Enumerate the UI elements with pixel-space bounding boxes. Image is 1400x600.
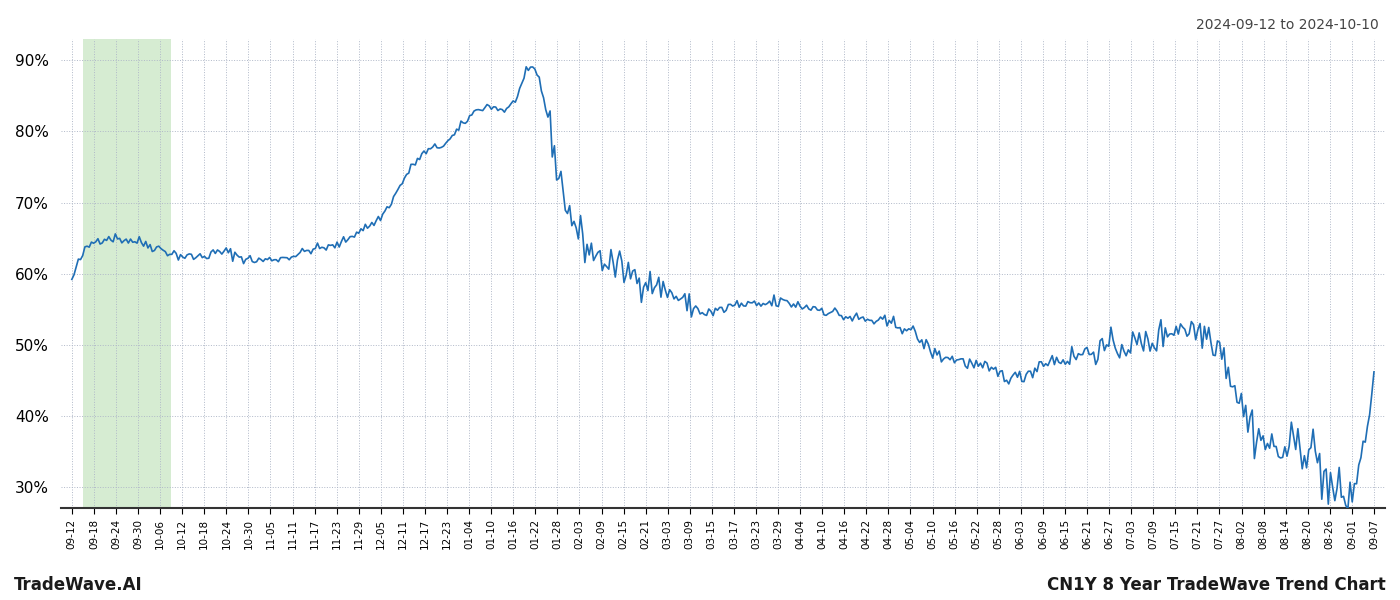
Text: TradeWave.AI: TradeWave.AI xyxy=(14,576,143,594)
Bar xyxy=(83,39,171,508)
Text: CN1Y 8 Year TradeWave Trend Chart: CN1Y 8 Year TradeWave Trend Chart xyxy=(1047,576,1386,594)
Text: 2024-09-12 to 2024-10-10: 2024-09-12 to 2024-10-10 xyxy=(1196,18,1379,32)
